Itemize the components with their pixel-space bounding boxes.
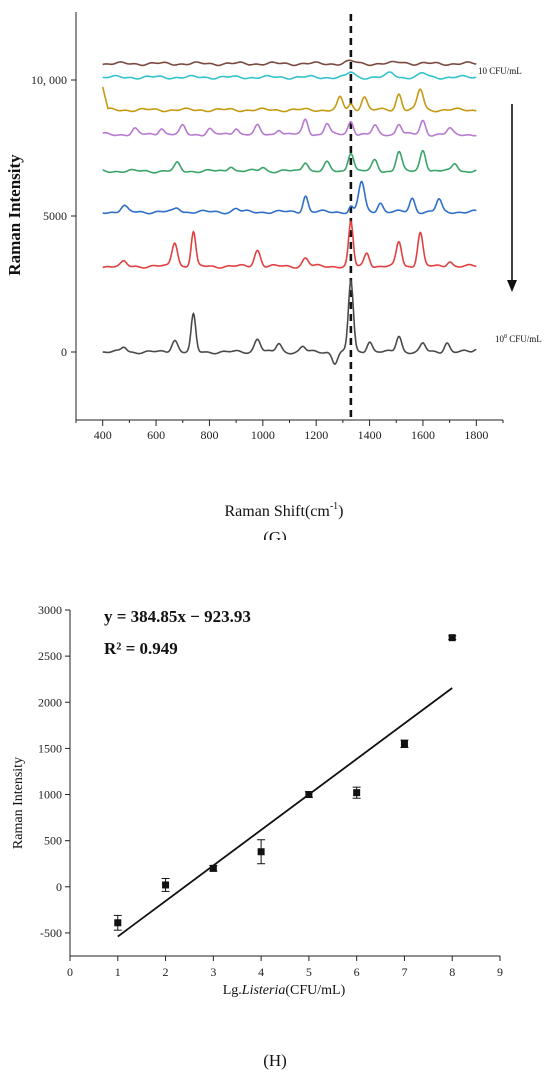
spectra-x-tick-label-600: 600 <box>147 428 165 442</box>
calibration-y-tick-label--500: -500 <box>40 926 62 940</box>
calibration-x-axis-label: Lg.Listeria(CFU/mL) <box>223 983 346 998</box>
data-point-7 <box>400 740 408 748</box>
spectra-y-tick-label-1: 5000 <box>43 209 67 223</box>
calibration-x-tick-label-3: 3 <box>210 965 216 979</box>
spectra-y-tick-label-0: 0 <box>61 345 67 359</box>
spectra-x-tick-label-400: 400 <box>94 428 112 442</box>
calibration-axes: -500 0 500 1000 1500 2000 2500 3000 0 1 2 3 4 5 6 7 8 9 <box>38 603 503 979</box>
panel-g-label: (G) <box>263 528 287 540</box>
spectra-x-tick-label-1200: 1200 <box>304 428 328 442</box>
calibration-y-tick-label-0: 0 <box>56 880 62 894</box>
calibration-y-tick-label-500: 500 <box>44 834 62 848</box>
spectra-x-axis-label-close: ) <box>338 503 343 520</box>
calibration-x-tick-label-5: 5 <box>306 965 312 979</box>
calibration-y-tick-label-2500: 2500 <box>38 649 62 663</box>
r-squared: R² = 0.949 <box>104 639 178 658</box>
calibration-x-tick-label-8: 8 <box>449 965 455 979</box>
calibration-y-tick-label-3000: 3000 <box>38 603 62 617</box>
calibration-y-tick-label-2000: 2000 <box>38 695 62 709</box>
fit-line <box>117 687 453 938</box>
panel-h-label: (H) <box>263 1051 287 1070</box>
calibration-y-axis-label: Raman Intensity <box>11 757 26 849</box>
spectra-x-tick-label-1400: 1400 <box>358 428 382 442</box>
calibration-x-tick-label-2: 2 <box>163 965 169 979</box>
spectrum-line-2 <box>102 71 477 80</box>
calibration-x-tick-label-4: 4 <box>258 965 264 979</box>
spectrum-line-7 <box>102 219 477 269</box>
direction-arrow <box>507 104 517 292</box>
spectra-x-tick-label-1600: 1600 <box>411 428 435 442</box>
data-point-3 <box>209 864 217 872</box>
fit-equation: y = 384.85x − 923.93 <box>104 607 251 626</box>
spectra-x-tick-label-800: 800 <box>200 428 218 442</box>
spectra-x-tick-label-1000: 1000 <box>251 428 275 442</box>
data-point-6 <box>353 789 361 797</box>
calibration-x-tick-label-0: 0 <box>67 965 73 979</box>
spectra-x-axis-label: Raman Shift(cm-1) <box>225 501 344 520</box>
spectrum-line-8 <box>102 278 477 365</box>
spectrum-line-3 <box>101 86 477 113</box>
data-point-4 <box>257 848 265 856</box>
spectrum-line-5 <box>102 149 477 174</box>
spectra-x-axis-label-main: Raman Shift(cm <box>225 503 331 520</box>
calibration-x-tick-label-6: 6 <box>354 965 360 979</box>
spectra-x-tick-label-1800: 1800 <box>464 428 488 442</box>
spectra-series <box>101 59 477 365</box>
calibration-y-tick-label-1000: 1000 <box>38 788 62 802</box>
spectra-x-axis-label-sup: -1 <box>330 501 338 512</box>
spectra-y-axis-label: Raman Intensity <box>5 154 24 276</box>
calibration-marks <box>113 634 457 938</box>
calibration-x-tick-label-7: 7 <box>401 965 407 979</box>
calibration-chart: -500 0 500 1000 1500 2000 2500 3000 0 1 2 3 4 5 6 7 8 9 y… <box>11 603 503 1070</box>
annotation-top-concentration: 10 CFU/mL <box>478 66 522 76</box>
spectra-y-tick-label-2: 10, 000 <box>31 73 67 87</box>
calibration-x-tick-label-9: 9 <box>497 965 503 979</box>
calibration-y-tick-label-1500: 1500 <box>38 741 62 755</box>
data-point-2 <box>162 881 170 889</box>
data-point-1 <box>114 919 122 927</box>
data-point-5 <box>305 791 313 799</box>
spectrum-line-4 <box>102 118 477 137</box>
annotation-bottom-concentration: 108 CFU/mL <box>495 334 542 344</box>
spectra-axes: 0 5000 10, 000 400 600 800 1000 1200 1400 1600 180… <box>31 12 504 442</box>
calibration-x-tick-label-1: 1 <box>115 965 121 979</box>
spectrum-line-6 <box>102 180 477 215</box>
raman-spectra-chart: 0 5000 10, 000 400 600 800 1000 1200 1400 1600 180… <box>5 12 542 540</box>
data-point-8 <box>448 634 456 642</box>
spectrum-line-1 <box>102 59 477 67</box>
